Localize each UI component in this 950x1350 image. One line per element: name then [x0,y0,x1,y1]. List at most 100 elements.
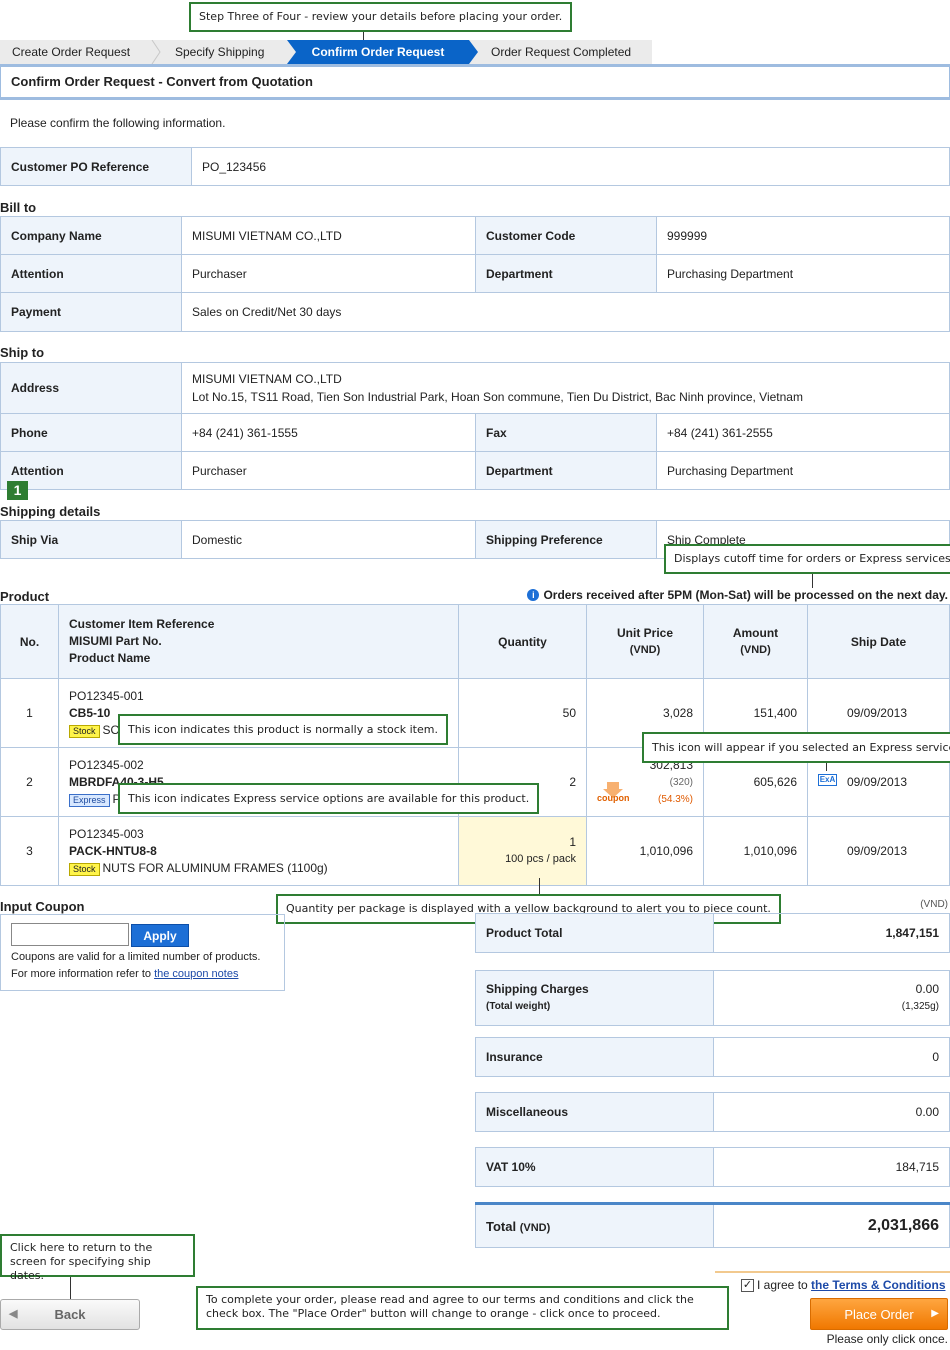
step-callout: Step Three of Four - review your details… [189,2,573,32]
progress-steps: Create Order Request Specify Shipping Co… [0,40,652,64]
row-ref: PO12345-002 [69,757,144,772]
order-callout: To complete your order, please read and … [196,1286,729,1330]
payment-label: Payment [0,292,182,332]
row-name: SO [102,722,120,737]
summary-currency: (VND) [920,899,948,910]
attention-label: Attention [0,254,182,293]
agree-text: I agree to [757,1278,812,1292]
row-name: NUTS FOR ALUMINUM FRAMES (1100g) [102,860,328,875]
apply-button[interactable]: Apply [131,924,189,947]
row-unit-original: (320) [669,776,693,788]
cutoff-notice: i Orders received after 5PM (Mon-Sat) wi… [527,588,948,602]
col-amount-currency: (VND) [740,643,771,656]
product-total-table: Product Total 1,847,151 [475,913,950,953]
phone-label: Phone [0,413,182,452]
vat-label: VAT 10% [475,1147,714,1187]
stock-badge-icon: Stock [69,724,100,738]
col-unit-price: Unit Price (VND) [586,604,704,679]
ship-department-label: Department [475,451,657,490]
express-selected-callout: This icon will appear if you selected an… [642,732,950,763]
total-label-text: Total [486,1218,517,1234]
col-amount: Amount (VND) [703,604,808,679]
shipping-charges-value: 0.00 (1,325g) [713,970,950,1026]
department-value: Purchasing Department [656,254,950,293]
row-ref: PO12345-003 [69,826,144,841]
col-no: No. [0,604,59,679]
shipping-charges-label: Shipping Charges (Total weight) [475,970,714,1026]
shipping-charges-amount: 0.00 [915,982,939,996]
product-total-label: Product Total [475,913,714,953]
back-label: Back [54,1307,86,1322]
ship-attention-label: Attention [0,451,182,490]
agree-divider [715,1271,950,1273]
step-shipping: Specify Shipping [175,45,265,59]
fax-label: Fax [475,413,657,452]
step-create: Create Order Request [12,45,131,59]
total-weight-value: (1,325g) [901,1001,939,1012]
row-discount: (54.3%) [657,793,693,805]
row-pack: 100 pcs / pack [505,853,576,865]
back-callout: Click here to return to the screen for s… [0,1234,195,1282]
product-total-value: 1,847,151 [713,913,950,953]
bill-to-heading: Bill to [0,200,37,215]
row-qty: 50 [458,678,587,748]
shipping-charges-table: Shipping Charges (Total weight) 0.00 (1,325… [475,970,950,1026]
ship-department-value: Purchasing Department [656,451,950,490]
stock-callout: This icon indicates this product is norm… [118,714,448,745]
coupon-input[interactable] [11,923,129,946]
col-unit-currency: (VND) [629,643,661,656]
info-icon: i [527,589,540,601]
agree-row: ✓ I agree to the Terms & Conditions [741,1278,946,1292]
vat-value: 184,715 [713,1147,950,1187]
col-amount-label: Amount [732,625,779,640]
back-button[interactable]: ◀ Back [0,1299,140,1330]
coupon-notes-link[interactable]: the coupon notes [154,968,239,980]
address-value: MISUMI VIETNAM CO.,LTD Lot No.15, TS11 Ro… [181,362,950,414]
row-part: CB5-10 [69,705,111,720]
step-notch [287,40,296,64]
cutoff-notice-text: Orders received after 5PM (Mon-Sat) will… [543,588,948,602]
intro-text: Please confirm the following information… [10,116,226,130]
step-arrow [469,40,478,64]
attention-value: Purchaser [181,254,476,293]
row-no: 1 [0,678,59,748]
click-once-note: Please only click once. [826,1332,948,1346]
address-label: Address [0,362,182,414]
step-confirm: Confirm Order Request [287,40,469,64]
total-table: Total (VND) 2,031,866 [475,1202,950,1248]
coupon-icon: coupon [597,782,630,806]
misc-label: Miscellaneous [475,1092,714,1132]
ship-to-table: Address MISUMI VIETNAM CO.,LTD Lot No.15, … [0,362,950,490]
company-label: Company Name [0,216,182,255]
express-options-callout: This icon indicates Express service opti… [118,783,540,814]
vat-table: VAT 10% 184,715 [475,1147,950,1187]
insurance-table: Insurance 0 [475,1037,950,1077]
col-ship-date: Ship Date [807,604,950,679]
payment-value: Sales on Credit/Net 30 days [181,292,950,332]
shipping-pref-label: Shipping Preference [475,520,657,559]
bill-to-table: Company Name MISUMI VIETNAM CO.,LTD Custom… [0,216,950,332]
coupon-note: Coupons are valid for a limited number o… [11,951,261,963]
phone-value: +84 (241) 361-1555 [181,413,476,452]
po-table: Customer PO Reference PO_123456 [0,147,950,186]
row-no: 3 [0,816,59,886]
agree-checkbox[interactable]: ✓ [741,1279,754,1292]
express-badge-icon: Express [69,793,110,807]
po-label: Customer PO Reference [0,147,192,186]
chevron-right-icon [151,40,161,64]
row-part: PACK-HNTU8-8 [69,843,157,858]
row-qty: 1 100 pcs / pack [458,816,587,886]
col-product-name: Product Name [69,651,151,665]
insurance-label: Insurance [475,1037,714,1077]
shipping-charges-label-text: Shipping Charges [486,982,589,996]
col-item: Customer Item Reference MISUMI Part No. Pr… [58,604,459,679]
total-weight-label: (Total weight) [486,1001,551,1012]
row-item: PO12345-003 PACK-HNTU8-8 Stock NUTS FOR ALU… [58,816,459,886]
place-order-button[interactable]: Place Order ▶ [810,1298,948,1330]
col-qty: Quantity [458,604,587,679]
row-ref: PO12345-001 [69,688,144,703]
terms-link[interactable]: the Terms & Conditions [811,1278,946,1292]
customer-code-label: Customer Code [475,216,657,255]
cutoff-callout: Displays cutoff time for orders or Expre… [664,544,950,574]
product-heading: Product [0,589,50,604]
